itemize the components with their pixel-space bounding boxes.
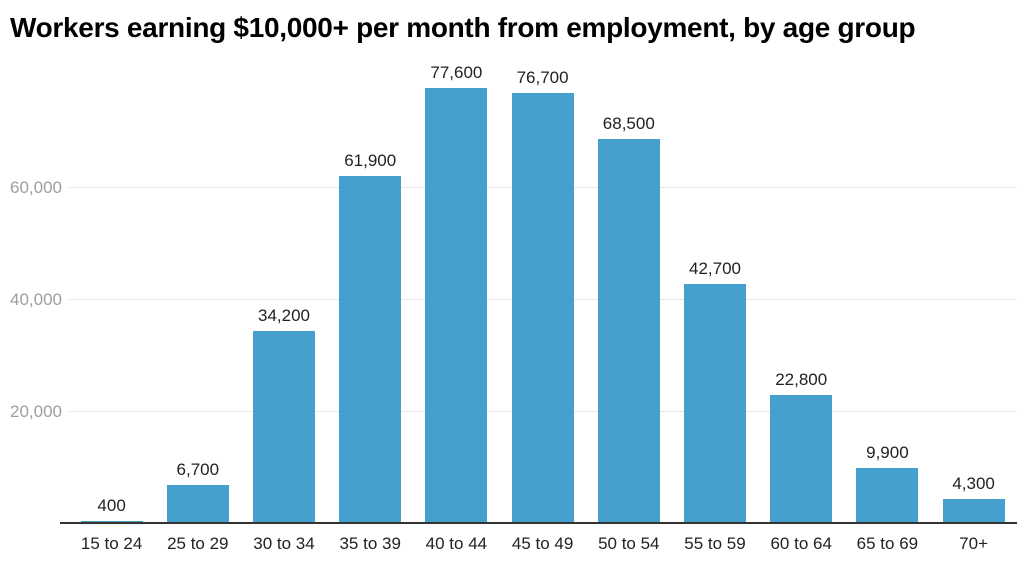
- bar-value-label: 61,900: [344, 151, 397, 170]
- x-axis-tick-label: 40 to 44: [425, 534, 488, 553]
- bar: [339, 176, 402, 522]
- y-axis-tick-label: 20,000: [10, 402, 62, 421]
- x-axis-tick-label: 25 to 29: [167, 534, 229, 553]
- bar-value-label: 77,600: [430, 63, 483, 82]
- bar: [166, 485, 229, 522]
- x-axis-tick-label: 45 to 49: [511, 534, 574, 553]
- x-axis-tick-label: 70+: [959, 534, 989, 553]
- chart-title: Workers earning $10,000+ per month from …: [10, 12, 916, 43]
- x-axis-tick-label: 35 to 39: [339, 534, 401, 553]
- bar-value-label: 6,700: [176, 460, 220, 479]
- bar: [425, 88, 488, 522]
- y-axis-tick-label: 60,000: [10, 178, 62, 197]
- bar: [856, 468, 919, 522]
- bar-value-label: 34,200: [258, 306, 310, 325]
- bar-value-label: 9,900: [866, 443, 909, 462]
- bar-value-label: 4,300: [952, 474, 995, 493]
- x-axis-tick-label: 30 to 34: [253, 534, 315, 553]
- x-axis-tick-label: 55 to 59: [684, 534, 746, 553]
- bar: [511, 93, 574, 522]
- bar: [597, 139, 660, 522]
- bar-value-label: 68,500: [602, 114, 655, 133]
- bar: [253, 331, 315, 522]
- x-axis-line: [60, 522, 1017, 524]
- x-axis-tick-label: 15 to 24: [80, 534, 143, 553]
- x-axis-tick-label: 50 to 54: [598, 534, 660, 553]
- bar-value-label: 42,700: [689, 259, 741, 278]
- x-axis-tick-label: 65 to 69: [856, 534, 919, 553]
- bar: [684, 284, 746, 522]
- bar-value-label: 76,700: [516, 68, 569, 87]
- x-axis-tick-label: 60 to 64: [770, 534, 832, 553]
- bar-value-label: 400: [97, 496, 126, 515]
- y-axis-tick-label: 40,000: [10, 290, 62, 309]
- bar: [80, 521, 143, 522]
- bar: [770, 395, 833, 522]
- bar-value-label: 22,800: [775, 370, 828, 389]
- bar: [942, 499, 1005, 522]
